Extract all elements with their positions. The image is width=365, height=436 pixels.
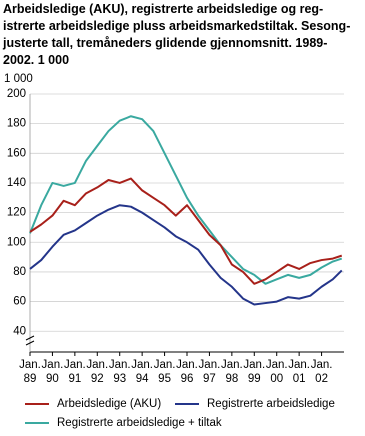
y-tick-label: 40 bbox=[13, 325, 26, 337]
x-tick-label: Jan. 98 bbox=[221, 359, 243, 385]
series-line bbox=[29, 204, 343, 306]
chart-title: Arbeidsledige (AKU), registrerte arbeids… bbox=[3, 2, 351, 67]
x-tick-label: Jan. 00 bbox=[266, 359, 288, 385]
series-line bbox=[29, 115, 343, 285]
x-tick-label: Jan. 95 bbox=[154, 359, 176, 385]
y-tick-label: 60 bbox=[13, 296, 26, 308]
x-tick-label: Jan. 91 bbox=[64, 359, 86, 385]
y-tick-label: 80 bbox=[13, 266, 26, 278]
x-tick-label: Jan. 02 bbox=[311, 359, 333, 385]
axis-break bbox=[25, 335, 35, 346]
legend-label: Arbeidsledige (AKU) bbox=[57, 398, 161, 410]
x-tick-label: Jan. 92 bbox=[86, 359, 108, 385]
y-axis-unit: 1 000 bbox=[4, 73, 33, 85]
series-line bbox=[29, 177, 343, 285]
x-tick-label: Jan. 96 bbox=[176, 359, 198, 385]
legend-label: Registrerte arbeidsledige bbox=[207, 398, 335, 410]
legend-label: Registrerte arbeidsledige + tiltak bbox=[57, 417, 222, 429]
y-tick-label: 140 bbox=[7, 177, 26, 189]
x-tick-label: Jan. 01 bbox=[288, 359, 310, 385]
x-tick-label: Jan. 90 bbox=[42, 359, 64, 385]
x-tick-label: Jan. 94 bbox=[131, 359, 153, 385]
x-tick-label: Jan. 93 bbox=[109, 359, 131, 385]
y-tick-label: 120 bbox=[7, 207, 26, 219]
x-tick-label: Jan. 99 bbox=[243, 359, 265, 385]
x-tick-label: Jan. 89 bbox=[19, 359, 41, 385]
y-tick-label: 180 bbox=[7, 118, 26, 130]
y-tick-label: 200 bbox=[7, 88, 26, 100]
y-tick-label: 160 bbox=[7, 147, 26, 159]
x-tick-label: Jan. 97 bbox=[199, 359, 221, 385]
y-tick-label: 100 bbox=[7, 236, 26, 248]
